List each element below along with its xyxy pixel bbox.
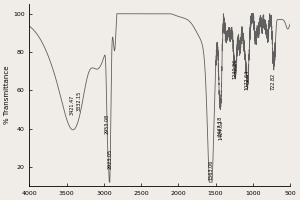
Text: 3421.47: 3421.47 xyxy=(70,95,75,115)
Text: 1424.52: 1424.52 xyxy=(219,120,224,140)
Text: 2953.08: 2953.08 xyxy=(105,114,110,134)
Text: 3332.15: 3332.15 xyxy=(77,91,82,111)
Text: 722.82: 722.82 xyxy=(271,73,276,90)
Text: 2923.05: 2923.05 xyxy=(107,149,112,169)
Text: 1072.64: 1072.64 xyxy=(245,70,250,90)
Text: 1563.06: 1563.06 xyxy=(208,160,213,180)
Y-axis label: % Transmittance: % Transmittance xyxy=(4,66,10,124)
Text: 1447.18: 1447.18 xyxy=(217,116,222,136)
Text: 1240.26: 1240.26 xyxy=(232,59,237,79)
